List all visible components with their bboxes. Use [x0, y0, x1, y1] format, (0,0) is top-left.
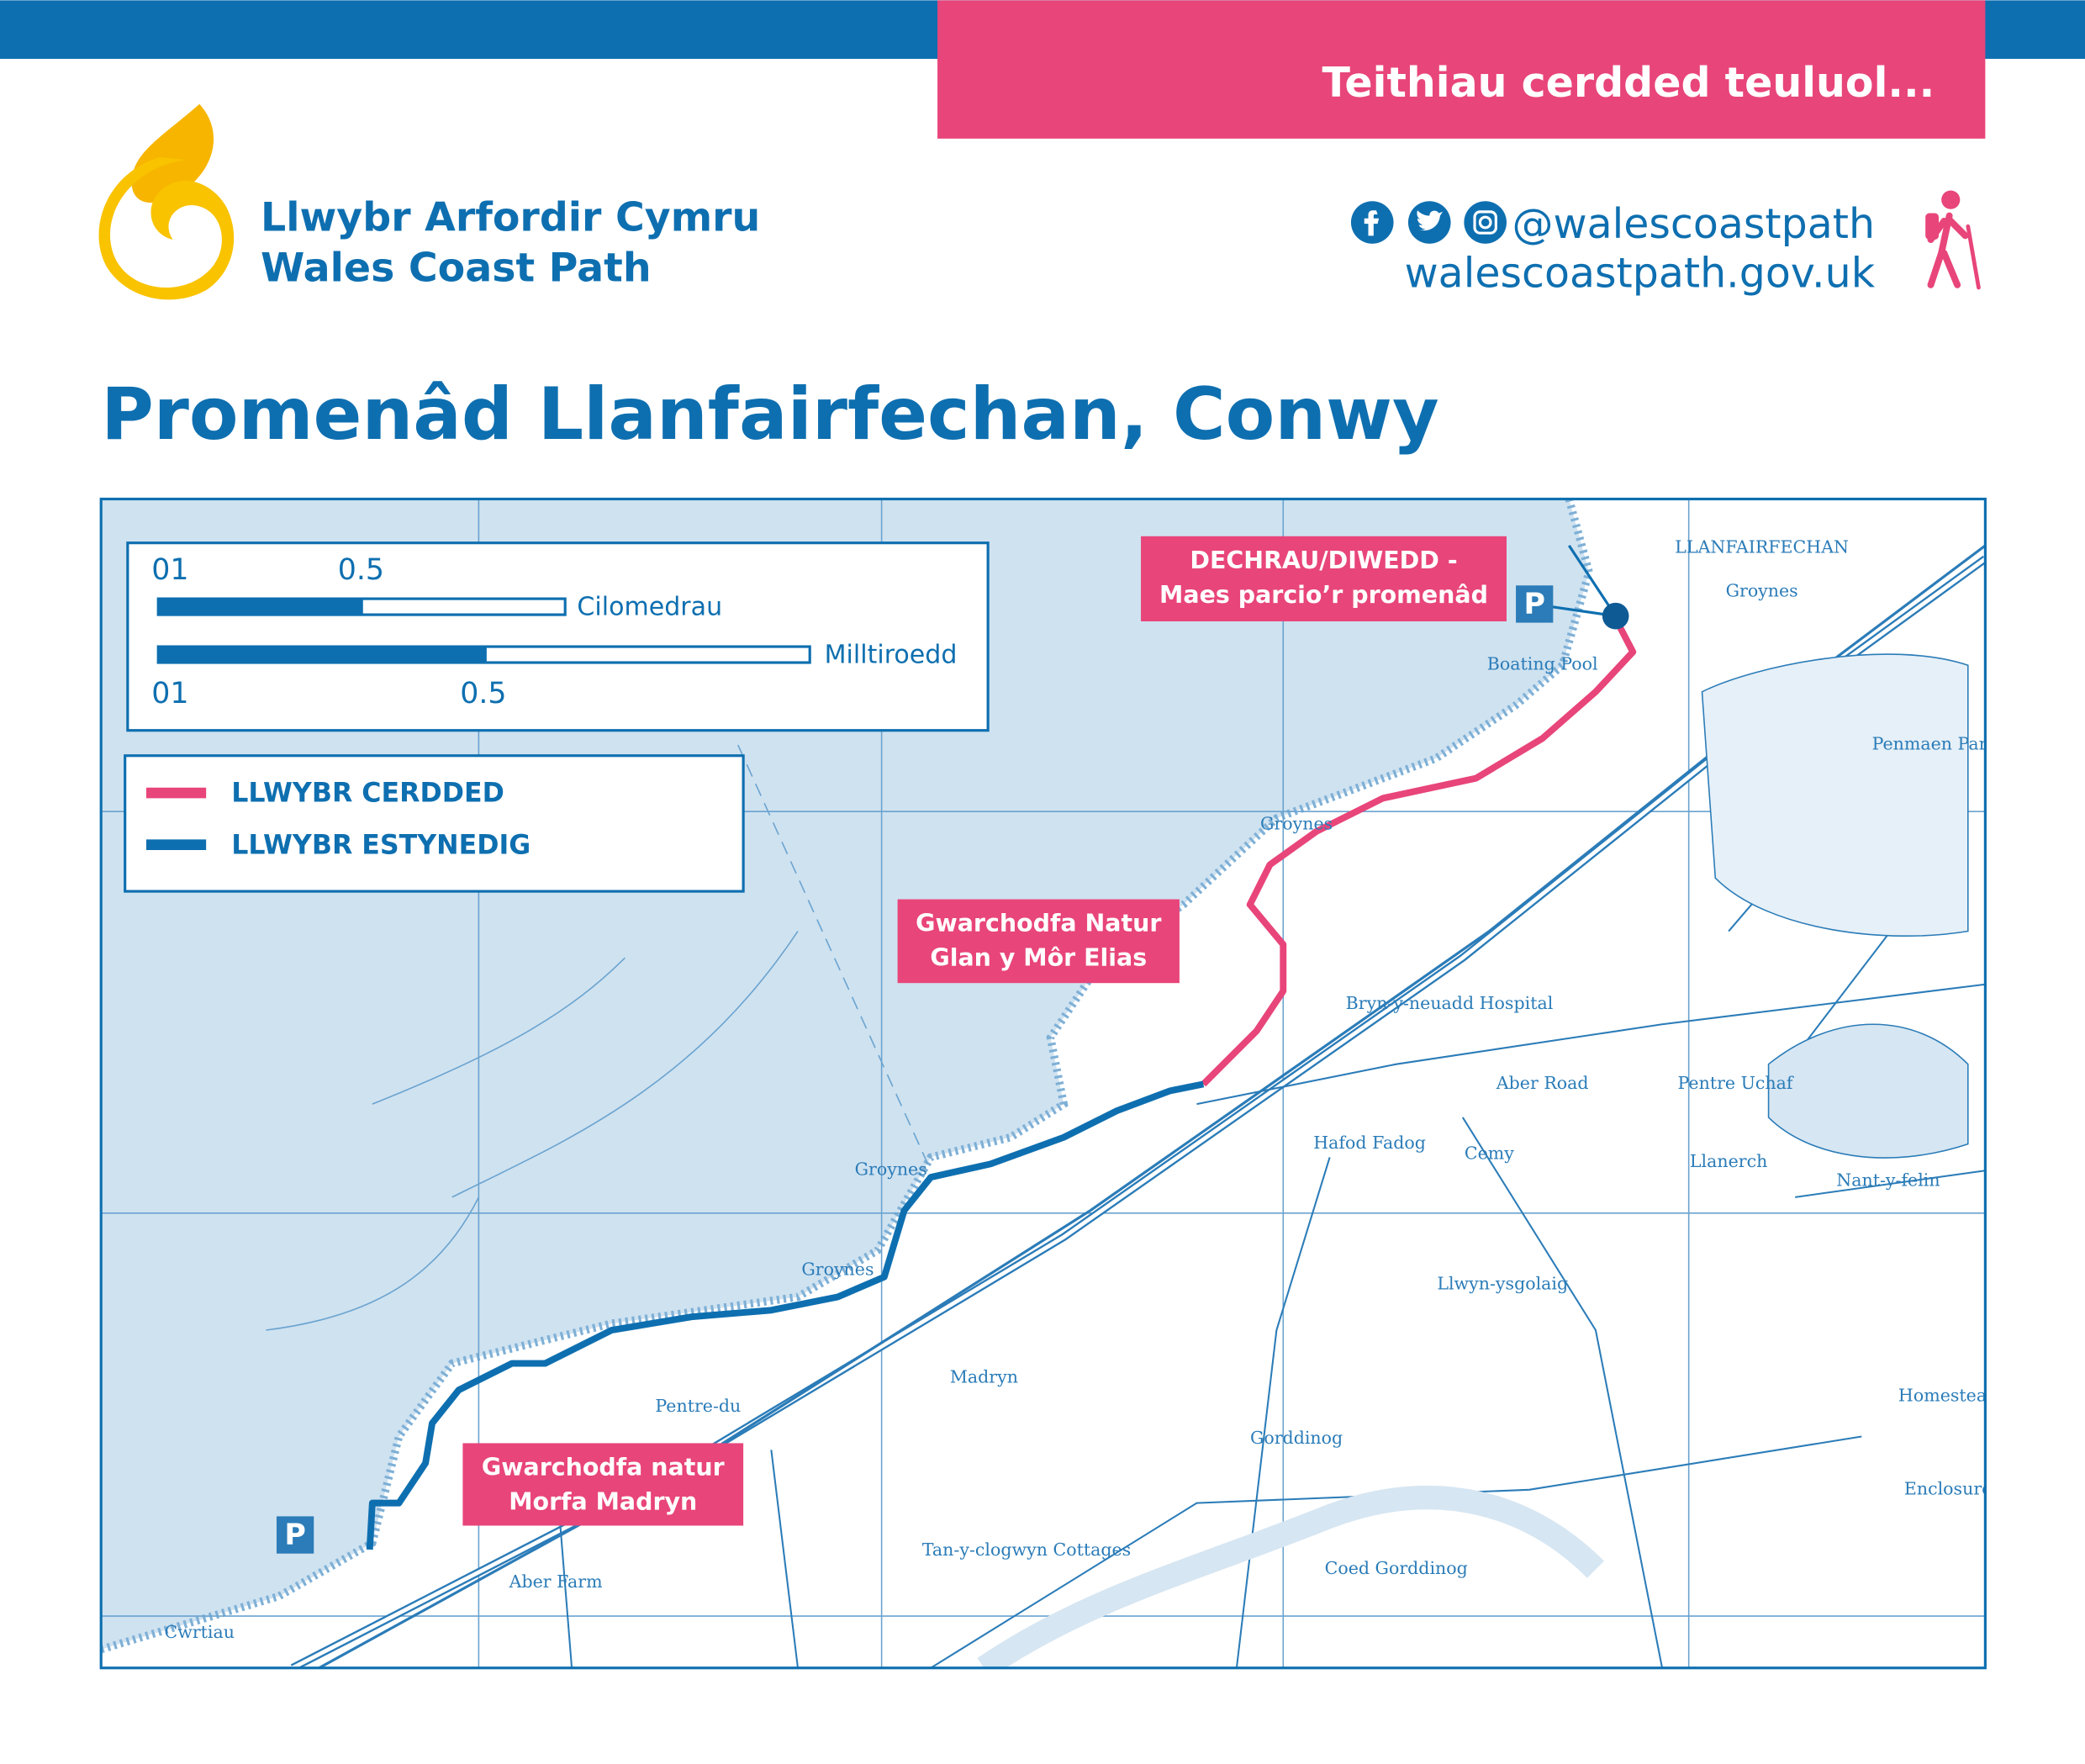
- place-name: Gorddinog: [1250, 1428, 1343, 1448]
- parking-label: P: [1523, 588, 1545, 621]
- scale-km-start: 01: [151, 553, 188, 587]
- place-name: Homestead: [1898, 1386, 1998, 1406]
- place-name: Penmaen Park: [1872, 734, 1998, 754]
- callout-text: Gwarchodfa Natur: [916, 910, 1161, 937]
- place-name: Groynes: [801, 1259, 874, 1279]
- callout-box: [1141, 536, 1507, 621]
- walking-route: [1201, 617, 1637, 1087]
- place-name: Madryn: [950, 1366, 1018, 1386]
- logo-english: Wales Coast Path: [261, 245, 652, 291]
- map-frame: [99, 497, 1987, 1670]
- place-name: Aber Farm: [509, 1571, 603, 1592]
- scale-mi-mid: 0.5: [460, 677, 506, 710]
- callout-text: Glan y Môr Elias: [930, 944, 1147, 972]
- scale-km-label: Cilomedrau: [577, 593, 722, 622]
- place-name: Tan-y-clogwyn Cottages: [922, 1540, 1131, 1560]
- place-name: Hafod Fadog: [1313, 1133, 1426, 1153]
- title: Promenâd Llanfairfechan, Conwy: [101, 373, 1439, 457]
- tagline-box: [937, 0, 1986, 139]
- parking-label: P: [284, 1518, 306, 1552]
- place-name: Boating Pool: [1487, 654, 1598, 674]
- place-name: Coed Gorddinog: [1325, 1558, 1468, 1578]
- legend: LLWYBR CERDDED LLWYBR ESTYNEDIG: [124, 754, 745, 893]
- callout-box: [462, 1443, 744, 1526]
- extended-route: [366, 1080, 1205, 1550]
- social-handle: @walescoastpath: [1512, 199, 1875, 248]
- place-name: Cwrtiau: [165, 1622, 235, 1642]
- place-name: Pentre-du: [655, 1396, 741, 1416]
- callout-text: Gwarchodfa natur: [482, 1454, 725, 1481]
- scale-mi-start: 01: [151, 677, 188, 710]
- hiker-icon: [1925, 190, 1981, 290]
- scale-mi-label: Milltiroedd: [825, 641, 958, 670]
- scale-km-mid: 0.5: [338, 553, 384, 587]
- website: walescoastpath.gov.uk: [1405, 248, 1876, 297]
- callout-text: DECHRAU/DIWEDD -: [1190, 547, 1457, 574]
- place-name: Pentre Uchaf: [1678, 1073, 1794, 1093]
- callout-box: [897, 899, 1180, 984]
- parking: P P: [276, 585, 1554, 1554]
- place-name: Llanerch: [1690, 1151, 1767, 1171]
- place-name: LLANFAIRFECHAN: [1675, 537, 1849, 557]
- place-name: Llwyn-ysgolaig: [1437, 1274, 1568, 1294]
- place-name: Groynes: [1260, 813, 1333, 833]
- logo-welsh: Llwybr Arfordir Cymru: [261, 194, 760, 240]
- tagline: Teithiau cerdded teuluol...: [1322, 58, 1935, 107]
- place-name: Groynes: [1726, 581, 1798, 601]
- place-name: Enclosure: [1904, 1478, 1992, 1498]
- start-point: [1602, 602, 1629, 630]
- legend-extended: LLWYBR ESTYNEDIG: [231, 830, 530, 860]
- social-icons: [1350, 201, 1507, 244]
- logo: Llwybr Arfordir Cymru Wales Coast Path: [98, 103, 760, 300]
- place-name: Bryn-y-neuadd Hospital: [1346, 993, 1554, 1013]
- place-name: Groynes: [855, 1159, 927, 1180]
- callout-text: Morfa Madryn: [509, 1488, 697, 1516]
- callout-text: Maes parcio’r promenâd: [1159, 581, 1488, 609]
- place-name: Cemy: [1465, 1143, 1514, 1164]
- scale-box: 01 0.5 Cilomedrau Milltiroedd 01 0.5: [126, 541, 990, 732]
- place-name: Aber Road: [1496, 1073, 1589, 1093]
- place-name: Nant-y-felin: [1836, 1170, 1940, 1190]
- legend-walk: LLWYBR CERDDED: [231, 779, 504, 809]
